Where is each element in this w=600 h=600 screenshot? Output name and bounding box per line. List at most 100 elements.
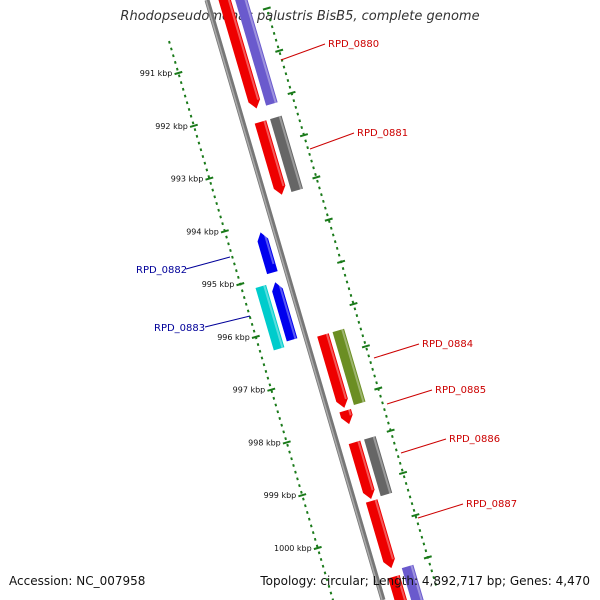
- ruler-dot: [189, 114, 193, 118]
- feature-highlight: [278, 115, 303, 190]
- ruler-dot: [286, 443, 289, 447]
- feature-highlight: [374, 499, 394, 560]
- ruler-dot: [258, 349, 262, 353]
- gene-label: RPD_0886: [449, 434, 500, 445]
- kbp-tick-label: 1000 kbp: [274, 544, 312, 553]
- ruler-dot: [402, 475, 406, 479]
- ruler-dot: [288, 450, 291, 454]
- ruler-dot: [343, 273, 347, 277]
- ruler-dot: [256, 343, 260, 347]
- ruler-dot: [412, 508, 416, 512]
- gene-arrow-reverse: [272, 282, 298, 342]
- accession-text: Accession: NC_007958: [9, 574, 146, 588]
- ruler-dot: [205, 168, 209, 172]
- gene-arrow-forward: [365, 499, 395, 569]
- ruler-tick: [236, 282, 245, 287]
- cog-block: [401, 564, 424, 600]
- ruler-dot: [231, 255, 234, 259]
- ruler-dot: [282, 65, 286, 69]
- ruler-dot: [363, 340, 367, 344]
- ruler-dot: [294, 470, 297, 474]
- kbp-tick-label: 994 kbp: [186, 227, 219, 236]
- feature-highlight: [348, 409, 352, 416]
- ruler-tick: [349, 301, 358, 307]
- ruler-dot: [250, 322, 254, 326]
- gene-label: RPD_0880: [328, 39, 379, 50]
- gene-arrow-forward: [317, 333, 348, 408]
- ruler-tick: [298, 493, 307, 498]
- ruler-dot: [262, 363, 266, 367]
- feature-highlight: [372, 436, 392, 494]
- ruler-dot: [183, 94, 187, 98]
- ruler-tick: [398, 470, 408, 476]
- feature-highlight: [263, 285, 284, 349]
- kbp-tick-label: 998 kbp: [248, 438, 281, 447]
- ruler-dot: [304, 504, 307, 508]
- ruler-dot: [345, 280, 349, 284]
- ruler-dot: [359, 327, 363, 331]
- ruler-dot: [181, 87, 185, 91]
- ruler-dot: [385, 414, 388, 418]
- ruler-dot: [394, 448, 398, 452]
- kbp-tick-label: 995 kbp: [202, 280, 235, 289]
- kbp-tick-label: 992 kbp: [155, 122, 188, 131]
- ruler-dot: [276, 45, 280, 49]
- gene-features: [218, 0, 424, 600]
- gene-arrow-forward: [348, 440, 375, 499]
- gene-arrow-forward: [254, 120, 286, 195]
- ruler-dot: [240, 289, 244, 293]
- ruler-dot: [246, 309, 250, 313]
- ruler-dot: [351, 300, 355, 304]
- ruler-dot: [337, 253, 341, 257]
- cog-block: [255, 284, 285, 351]
- ruler-dot: [381, 401, 384, 405]
- ruler-dot: [260, 356, 264, 360]
- ruler-dot: [367, 354, 371, 358]
- ruler-tick: [411, 513, 420, 518]
- ruler-dot: [430, 569, 434, 573]
- ruler-dot: [175, 67, 179, 71]
- ruler-dot: [288, 85, 292, 89]
- ruler-dot: [333, 240, 337, 244]
- ruler-tick: [267, 387, 276, 392]
- ruler-dot: [305, 510, 309, 515]
- ruler-dot: [286, 78, 290, 83]
- ruler-dot: [434, 582, 438, 586]
- ruler-tick: [205, 176, 214, 181]
- ruler-dot: [422, 542, 426, 546]
- ruler-dot: [278, 52, 282, 56]
- ruler-dot: [207, 175, 211, 179]
- ruler-tick: [275, 48, 284, 53]
- ruler-dot: [313, 537, 317, 541]
- feature-highlight: [396, 575, 406, 600]
- ruler-dot: [418, 528, 422, 533]
- ruler-dot: [319, 557, 323, 562]
- ruler-dot: [300, 490, 303, 494]
- ruler-dot: [284, 437, 287, 441]
- cog-block: [332, 328, 366, 406]
- ruler-dot: [310, 159, 313, 163]
- gene-label-leader: [280, 43, 326, 61]
- ruler-dot: [355, 314, 359, 318]
- feature-highlight: [263, 120, 285, 187]
- ruler-tick: [189, 123, 198, 128]
- gene-label: RPD_0883: [154, 323, 205, 334]
- ruler-dot: [170, 47, 173, 51]
- ruler-dot: [327, 220, 331, 224]
- ruler-dot: [404, 481, 408, 486]
- ruler-dot: [300, 125, 304, 130]
- ruler-dot: [420, 535, 424, 539]
- ruler-dot: [375, 381, 378, 385]
- kbp-tick-labels: 991 kbp 992 kbp 993 kbp 994 kbp 995 kbp …: [140, 69, 312, 553]
- ruler-dot: [268, 18, 272, 22]
- gene-arrow-forward: [339, 409, 353, 425]
- ruler-tick: [312, 175, 321, 180]
- kbp-tick-label: 999 kbp: [264, 491, 297, 500]
- ruler-dot: [229, 248, 232, 253]
- ruler-tick: [220, 229, 229, 234]
- ruler-dot: [306, 146, 309, 150]
- ruler-dot: [329, 591, 333, 595]
- ruler-dot: [290, 457, 293, 461]
- ruler-dot: [414, 515, 418, 519]
- ruler-dot: [252, 329, 256, 333]
